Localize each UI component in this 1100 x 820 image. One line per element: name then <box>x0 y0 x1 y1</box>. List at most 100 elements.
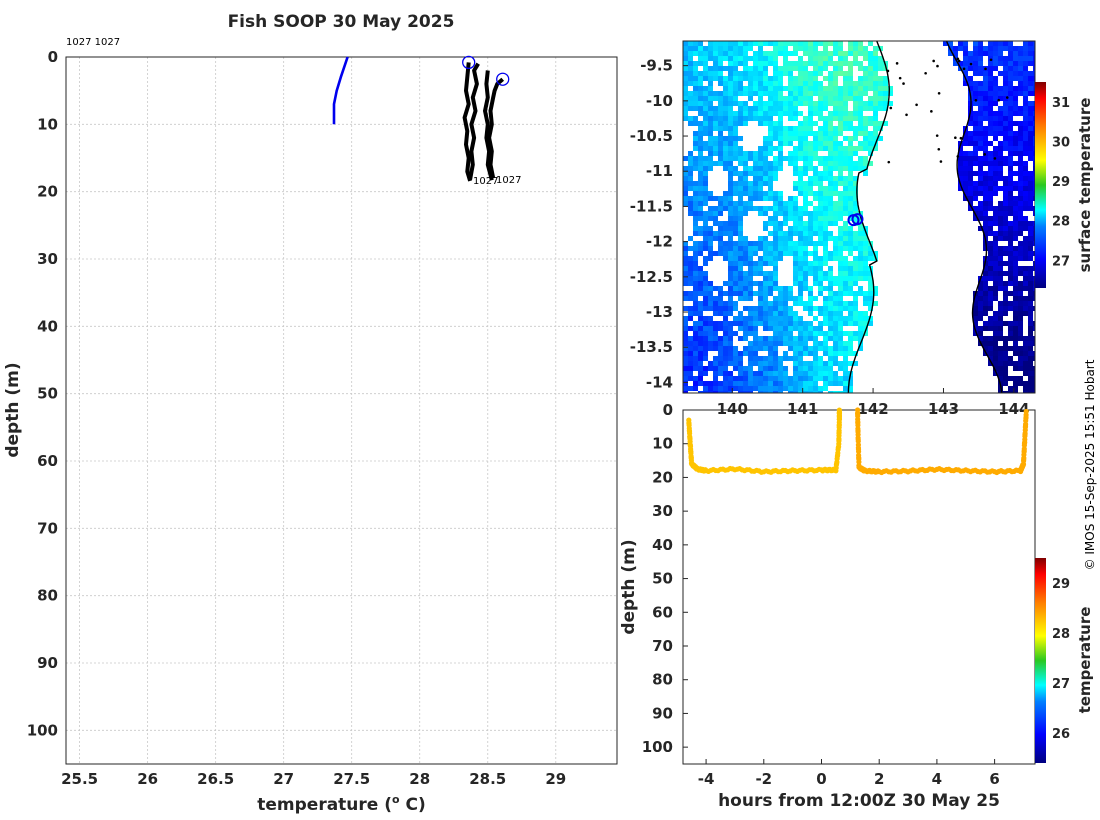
sst-cell <box>838 246 843 251</box>
sst-cell <box>748 311 753 316</box>
sst-cell <box>863 86 868 91</box>
sst-cell <box>693 156 698 161</box>
sst-cell <box>758 196 763 201</box>
sst-cell <box>758 261 763 266</box>
sst-cell <box>1023 221 1028 226</box>
sst-cell <box>693 351 698 356</box>
sst-cell <box>998 281 1003 286</box>
sst-cell <box>813 391 818 393</box>
sst-cell <box>1023 176 1028 181</box>
sst-cell <box>768 51 773 56</box>
sst-cell <box>993 91 998 96</box>
sst-cell <box>1013 61 1018 66</box>
sst-cell <box>818 131 823 136</box>
sst-cell <box>718 391 723 393</box>
sst-cell <box>733 301 738 306</box>
sst-cell <box>758 361 763 366</box>
sst-cell <box>758 366 763 371</box>
sst-cell <box>788 51 793 56</box>
sst-cell <box>703 371 708 376</box>
sst-cell <box>813 231 818 236</box>
sst-cell <box>703 56 708 61</box>
sst-cell <box>738 91 743 96</box>
sst-cell <box>733 241 738 246</box>
sst-cell <box>863 121 868 126</box>
sst-cell <box>683 186 688 191</box>
sst-cell <box>988 156 993 161</box>
sst-cell <box>1013 256 1018 261</box>
sst-cell <box>683 251 688 256</box>
sst-cell <box>823 376 828 381</box>
sst-cell <box>843 106 848 111</box>
sst-cell <box>1028 381 1033 386</box>
sst-cell <box>968 206 973 211</box>
sst-cell <box>833 241 838 246</box>
sst-cell <box>848 226 853 231</box>
sst-cell <box>843 321 848 326</box>
sst-cell <box>1033 326 1035 331</box>
sst-cell <box>848 161 853 166</box>
sst-cell <box>758 81 763 86</box>
sst-cell <box>818 136 823 141</box>
sst-cell <box>803 381 808 386</box>
sst-cell <box>798 96 803 101</box>
sst-cell <box>978 311 983 316</box>
sst-cell <box>743 241 748 246</box>
island <box>956 155 960 158</box>
sst-cell <box>988 246 993 251</box>
sst-cell <box>838 141 843 146</box>
cast-id-label: 1027 <box>473 176 498 187</box>
sst-cell <box>868 71 873 76</box>
sst-cell <box>978 296 983 301</box>
sst-cell <box>793 381 798 386</box>
sst-cell <box>843 156 848 161</box>
sst-cell <box>703 331 708 336</box>
sst-cell <box>823 246 828 251</box>
sst-cell <box>743 201 748 206</box>
sst-cell <box>858 116 863 121</box>
sst-cell <box>1033 126 1035 131</box>
sst-cell <box>1028 101 1033 106</box>
sst-cell <box>788 66 793 71</box>
sst-cell <box>718 381 723 386</box>
sst-cell <box>708 96 713 101</box>
sst-cell <box>768 81 773 86</box>
sst-cell <box>843 71 848 76</box>
sst-cell <box>788 106 793 111</box>
sst-cell <box>993 46 998 51</box>
sst-cell <box>688 356 693 361</box>
sst-cell <box>758 191 763 196</box>
sst-cell <box>828 381 833 386</box>
sst-cell <box>763 151 768 156</box>
sst-cell <box>708 226 713 231</box>
sst-cell <box>798 236 803 241</box>
sst-cell <box>963 181 968 186</box>
sst-cell <box>698 141 703 146</box>
sst-cell <box>1018 76 1023 81</box>
sst-cell <box>728 266 733 271</box>
sst-cell <box>683 56 688 61</box>
sst-cell <box>683 351 688 356</box>
sst-cell <box>813 211 818 216</box>
sst-cell <box>998 106 1003 111</box>
sst-cell <box>828 41 833 46</box>
sst-cell <box>998 251 1003 256</box>
sst-cell <box>838 346 843 351</box>
sst-cell <box>758 186 763 191</box>
sst-cell <box>803 171 808 176</box>
sst-cell <box>828 81 833 86</box>
sst-cell <box>1028 316 1033 321</box>
sst-cell <box>848 351 853 356</box>
sst-cell <box>963 51 968 56</box>
sst-cell <box>728 181 733 186</box>
sst-cell <box>713 56 718 61</box>
sst-cell <box>743 291 748 296</box>
sst-cell <box>993 286 998 291</box>
sst-cell <box>853 111 858 116</box>
sst-cell <box>698 331 703 336</box>
sst-cell <box>978 181 983 186</box>
y-tick-label: 40 <box>37 317 58 335</box>
sst-cell <box>968 81 973 86</box>
sst-cell <box>803 256 808 261</box>
sst-cell <box>738 81 743 86</box>
